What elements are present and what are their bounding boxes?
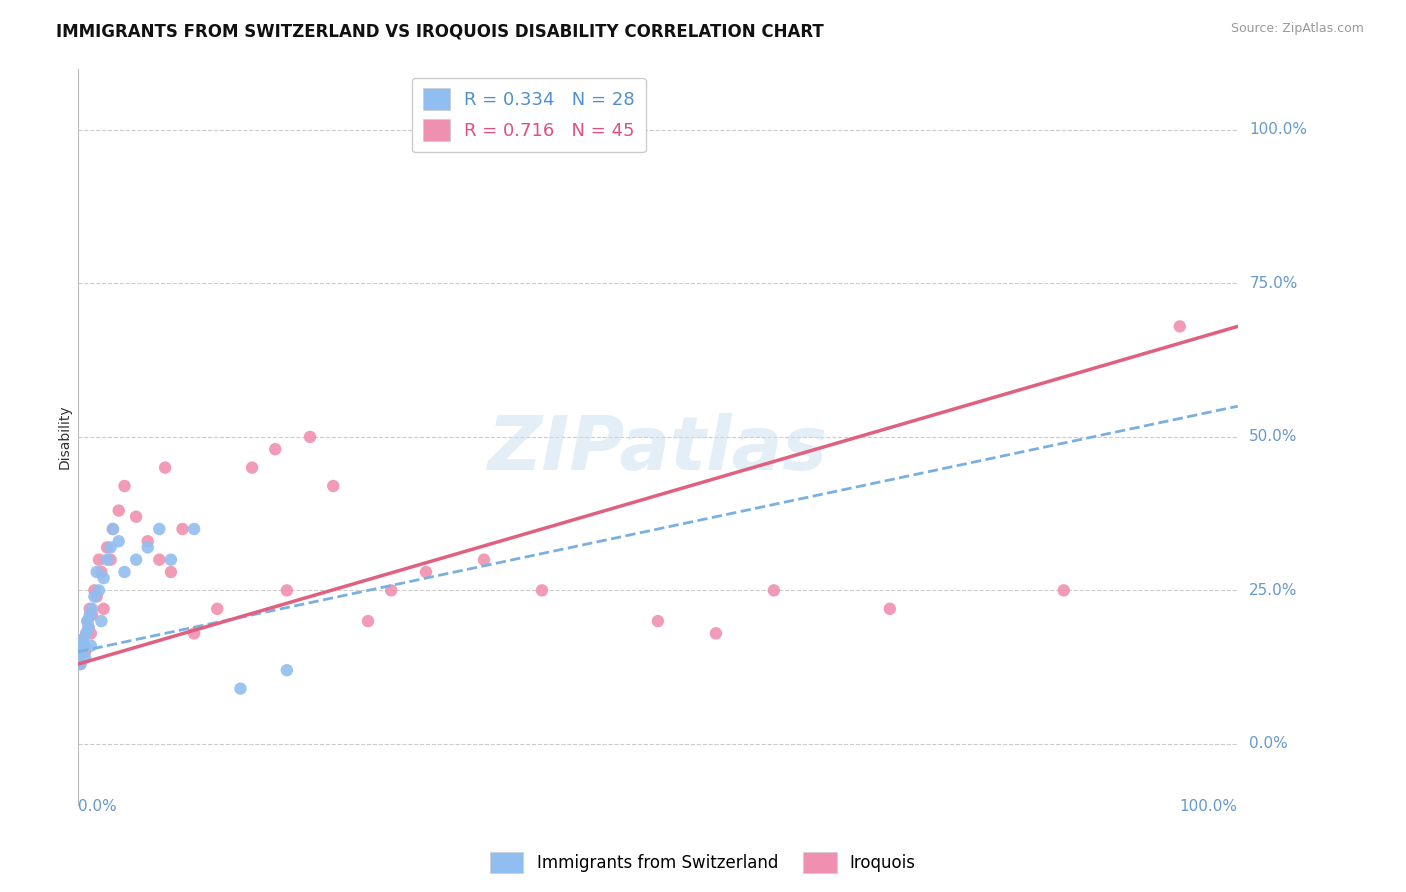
Point [762, 583, 785, 598]
Point [83, 583, 105, 598]
Point [207, 602, 229, 616]
Point [93, 571, 115, 585]
Legend: Immigrants from Switzerland, Iroquois: Immigrants from Switzerland, Iroquois [484, 846, 922, 880]
Point [79, 607, 101, 622]
Point [72, 632, 94, 647]
Point [79, 602, 101, 616]
Point [70, 645, 93, 659]
Point [415, 565, 437, 579]
Point [647, 614, 669, 628]
Point [100, 541, 122, 555]
Point [73, 639, 96, 653]
Point [96, 541, 118, 555]
Point [70, 645, 93, 659]
Point [125, 552, 148, 566]
Text: 75.0%: 75.0% [1250, 276, 1298, 291]
Point [276, 663, 298, 677]
Point [160, 552, 183, 566]
Point [80, 602, 103, 616]
Point [114, 565, 136, 579]
Point [704, 626, 727, 640]
Point [125, 509, 148, 524]
Point [107, 534, 129, 549]
Point [114, 479, 136, 493]
Point [530, 583, 553, 598]
Point [90, 614, 112, 628]
Point [86, 590, 108, 604]
Point [136, 541, 159, 555]
Point [107, 503, 129, 517]
Point [90, 565, 112, 579]
Text: 0.0%: 0.0% [1250, 737, 1288, 751]
Point [879, 602, 901, 616]
Point [75, 651, 97, 665]
Point [86, 565, 108, 579]
Point [160, 565, 183, 579]
Y-axis label: Disability: Disability [58, 405, 72, 469]
Text: Source: ZipAtlas.com: Source: ZipAtlas.com [1230, 22, 1364, 36]
Point [69, 657, 91, 671]
Point [75, 645, 97, 659]
Point [100, 552, 122, 566]
Point [264, 442, 287, 457]
Text: ZIPatlas: ZIPatlas [488, 413, 828, 485]
Point [148, 552, 170, 566]
Point [101, 522, 124, 536]
Point [80, 639, 103, 653]
Point [322, 479, 344, 493]
Point [75, 626, 97, 640]
Point [87, 552, 110, 566]
Point [72, 632, 94, 647]
Point [1168, 319, 1191, 334]
Point [83, 590, 105, 604]
Point [69, 657, 91, 671]
Point [87, 583, 110, 598]
Point [240, 460, 263, 475]
Point [76, 614, 98, 628]
Text: 0.0%: 0.0% [79, 799, 117, 814]
Point [1053, 583, 1076, 598]
Point [183, 626, 205, 640]
Point [80, 626, 103, 640]
Point [276, 583, 298, 598]
Point [96, 552, 118, 566]
Point [101, 522, 124, 536]
Point [380, 583, 402, 598]
Text: 25.0%: 25.0% [1250, 582, 1298, 598]
Point [93, 602, 115, 616]
Legend: R = 0.334   N = 28, R = 0.716   N = 45: R = 0.334 N = 28, R = 0.716 N = 45 [412, 78, 645, 153]
Point [357, 614, 380, 628]
Point [299, 430, 322, 444]
Text: 50.0%: 50.0% [1250, 429, 1298, 444]
Point [136, 534, 159, 549]
Point [77, 620, 100, 634]
Point [172, 522, 194, 536]
Point [80, 607, 103, 622]
Point [153, 460, 176, 475]
Point [73, 639, 96, 653]
Point [77, 620, 100, 634]
Point [75, 626, 97, 640]
Point [229, 681, 252, 696]
Point [76, 614, 98, 628]
Text: 100.0%: 100.0% [1180, 799, 1237, 814]
Text: 100.0%: 100.0% [1250, 122, 1308, 137]
Point [472, 552, 495, 566]
Text: IMMIGRANTS FROM SWITZERLAND VS IROQUOIS DISABILITY CORRELATION CHART: IMMIGRANTS FROM SWITZERLAND VS IROQUOIS … [56, 22, 824, 40]
Point [183, 522, 205, 536]
Point [148, 522, 170, 536]
